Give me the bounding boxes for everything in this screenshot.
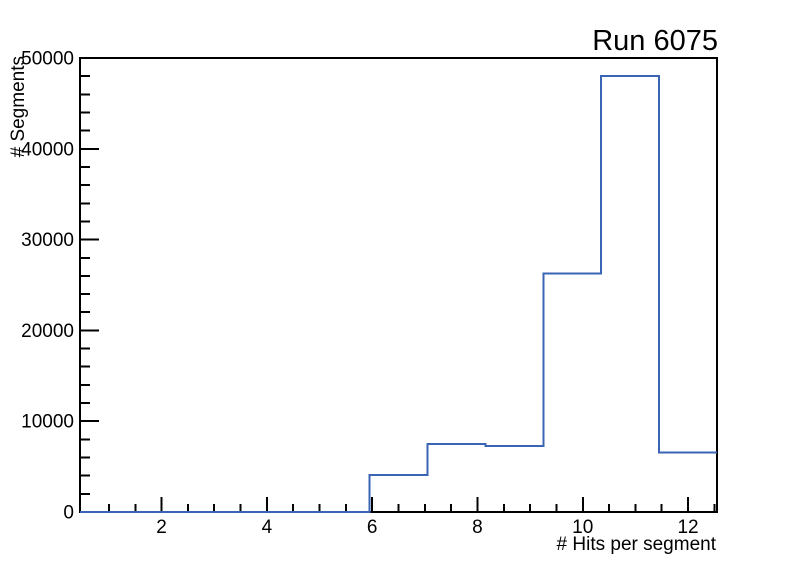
y-tick-label: 0 <box>63 503 74 524</box>
y-axis-tick-labels: 0 10000 20000 30000 40000 50000 <box>21 49 74 524</box>
y-tick-label: 10000 <box>21 412 74 433</box>
y-tick-label: 50000 <box>21 49 74 70</box>
x-axis-tick-labels: 2 4 6 8 10 12 <box>156 517 698 538</box>
y-tick-label: 20000 <box>21 321 74 342</box>
x-tick-label: 6 <box>367 517 378 538</box>
x-axis-title: # Hits per segment <box>557 534 717 555</box>
plot-title: Run 6075 <box>592 25 718 57</box>
y-tick-label: 40000 <box>21 139 74 160</box>
x-axis-ticks <box>107 497 716 511</box>
x-tick-label: 2 <box>156 517 167 538</box>
histogram-line <box>80 75 717 513</box>
y-axis-title: # Segments <box>8 56 29 157</box>
plot-frame <box>79 57 718 513</box>
x-tick-label: 4 <box>262 517 273 538</box>
y-axis-ticks <box>81 57 99 513</box>
x-tick-label: 8 <box>472 517 483 538</box>
x-tick-label: 10 <box>572 517 593 538</box>
y-tick-label: 30000 <box>21 230 74 251</box>
x-tick-label: 12 <box>677 517 698 538</box>
